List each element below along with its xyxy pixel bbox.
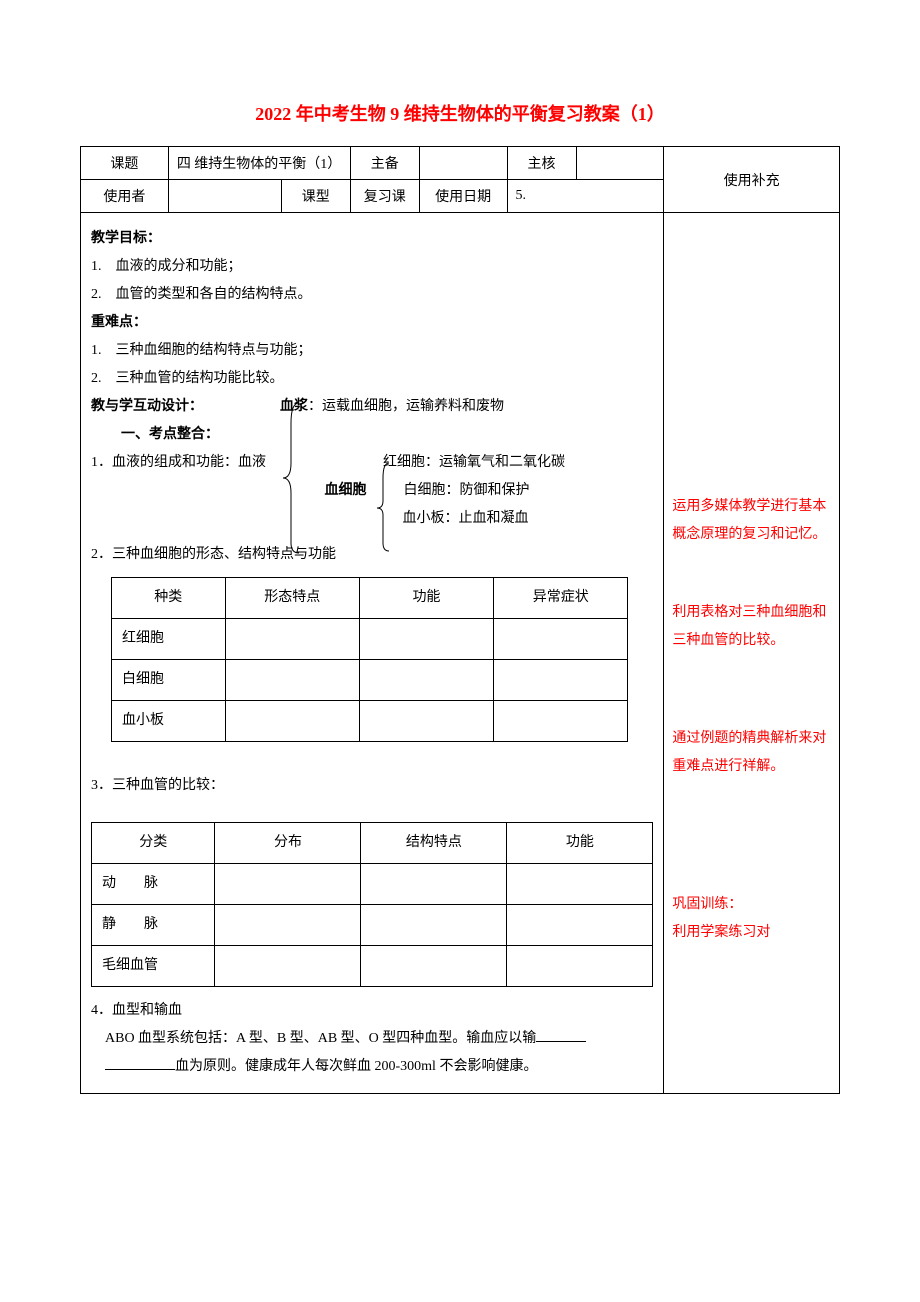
page: 2022 年中考生物 9 维持生物体的平衡复习教案（1） 课题 四 维持生物体的…	[0, 0, 920, 1134]
content-row: 教学目标： 1. 血液的成分和功能； 2. 血管的类型和各自的结构特点。 重难点…	[81, 213, 840, 1094]
header-row-1: 课题 四 维持生物体的平衡（1） 主备 主核 使用补充	[81, 147, 840, 180]
t2-r2: 静 脉	[92, 905, 215, 946]
cell	[361, 905, 507, 946]
blood-vessels-table: 分类 分布 结构特点 功能 动 脉 静 脉 毛细血管	[91, 822, 653, 987]
cell	[215, 946, 361, 987]
design-heading: 教与学互动设计：	[91, 399, 203, 414]
side-note-1: 运用多媒体教学进行基本概念原理的复习和记忆。	[672, 493, 831, 549]
label-date: 使用日期	[419, 180, 507, 213]
t2-r3: 毛细血管	[92, 946, 215, 987]
goals-heading: 教学目标：	[91, 225, 653, 253]
plasma-text: ：运载血细胞，运输养料和废物	[308, 399, 504, 414]
t1-c4: 异常症状	[494, 578, 628, 619]
t1-c3: 功能	[359, 578, 493, 619]
t1-r3: 血小板	[112, 701, 226, 742]
t2-c3: 结构特点	[361, 823, 507, 864]
cell	[225, 619, 359, 660]
value-zhubei	[419, 147, 507, 180]
label-supplement: 使用补充	[664, 147, 840, 213]
side-note-3: 通过例题的精典解析来对重难点进行祥解。	[672, 725, 831, 781]
label-keti: 课题	[81, 147, 169, 180]
cells-label: 血细胞	[325, 483, 367, 498]
blank-underline	[536, 1028, 586, 1042]
diff-1: 1. 三种血细胞的结构特点与功能；	[91, 337, 653, 365]
sec4-text-a: ABO 血型系统包括：A 型、B 型、AB 型、O 型四种血型。输血应以输	[105, 1031, 536, 1046]
section-1-heading: 一、考点整合：	[91, 421, 653, 449]
sec4-text-b: 血为原则。健康成年人每次鲜血 200-300ml 不会影响健康。	[175, 1059, 537, 1074]
cell	[507, 905, 653, 946]
design-heading-line: 教与学互动设计： 血浆：运载血细胞，运输养料和废物	[91, 393, 653, 421]
document-title: 2022 年中考生物 9 维持生物体的平衡复习教案（1）	[80, 100, 840, 126]
label-ketype: 课型	[281, 180, 350, 213]
wbc-text: 白细胞：防御和保护	[404, 483, 530, 498]
cell	[225, 701, 359, 742]
design-section: 教与学互动设计： 血浆：运载血细胞，运输养料和废物 一、考点整合： 1．血液的组…	[91, 393, 653, 533]
label-user: 使用者	[81, 180, 169, 213]
cell	[494, 660, 628, 701]
cell	[215, 905, 361, 946]
supplement-cell: 运用多媒体教学进行基本概念原理的复习和记忆。 利用表格对三种血细胞和三种血管的比…	[664, 213, 840, 1094]
value-ketype: 复习课	[350, 180, 419, 213]
cell	[225, 660, 359, 701]
section-4-heading: 4．血型和输血	[91, 997, 653, 1025]
blood-intro-line: 1．血液的组成和功能：血液 红细胞：运输氧气和二氧化碳	[91, 449, 653, 477]
section-4-line2: 血为原则。健康成年人每次鲜血 200-300ml 不会影响健康。	[91, 1053, 653, 1081]
blank-underline	[105, 1056, 175, 1070]
table1-heading: 2．三种血细胞的形态、结构特点与功能	[91, 541, 653, 569]
diff-2: 2. 三种血管的结构功能比较。	[91, 365, 653, 393]
plt-text: 血小板：止血和凝血	[403, 511, 529, 526]
t2-r1: 动 脉	[92, 864, 215, 905]
t2-c2: 分布	[215, 823, 361, 864]
value-date: 5.	[507, 180, 664, 213]
plasma-label: 血浆	[280, 399, 308, 414]
side-note-4: 巩固训练：	[672, 891, 831, 919]
cell	[494, 619, 628, 660]
label-zhubei: 主备	[350, 147, 419, 180]
table-row: 分类 分布 结构特点 功能	[92, 823, 653, 864]
t1-r1: 红细胞	[112, 619, 226, 660]
cell	[361, 864, 507, 905]
cells-line: 血细胞 白细胞：防御和保护	[91, 477, 653, 505]
table-row: 动 脉	[92, 864, 653, 905]
main-content-cell: 教学目标： 1. 血液的成分和功能； 2. 血管的类型和各自的结构特点。 重难点…	[81, 213, 664, 1094]
value-user	[168, 180, 281, 213]
plt-line: 血小板：止血和凝血	[91, 505, 653, 533]
rbc-text: 红细胞：运输氧气和二氧化碳	[383, 455, 565, 470]
blood-intro: 1．血液的组成和功能：血液	[91, 455, 266, 470]
table2-heading: 3．三种血管的比较：	[91, 772, 653, 800]
side-note-5: 利用学案练习对	[672, 919, 831, 947]
cell	[507, 946, 653, 987]
goal-2: 2. 血管的类型和各自的结构特点。	[91, 281, 653, 309]
cell	[215, 864, 361, 905]
section-4-line1: ABO 血型系统包括：A 型、B 型、AB 型、O 型四种血型。输血应以输	[91, 1025, 653, 1053]
cell	[359, 660, 493, 701]
cell	[359, 701, 493, 742]
cell	[359, 619, 493, 660]
table-row: 血小板	[112, 701, 628, 742]
difficulty-heading: 重难点：	[91, 309, 653, 337]
cell	[507, 864, 653, 905]
t2-c4: 功能	[507, 823, 653, 864]
t2-c1: 分类	[92, 823, 215, 864]
table-row: 毛细血管	[92, 946, 653, 987]
goal-1: 1. 血液的成分和功能；	[91, 253, 653, 281]
lesson-plan-table: 课题 四 维持生物体的平衡（1） 主备 主核 使用补充 使用者 课型 复习课 使…	[80, 146, 840, 1094]
table-row: 静 脉	[92, 905, 653, 946]
t1-r2: 白细胞	[112, 660, 226, 701]
label-zhuhe: 主核	[507, 147, 576, 180]
value-zhuhe	[576, 147, 664, 180]
t1-c2: 形态特点	[225, 578, 359, 619]
value-keti: 四 维持生物体的平衡（1）	[168, 147, 350, 180]
table-row: 种类 形态特点 功能 异常症状	[112, 578, 628, 619]
table-row: 红细胞	[112, 619, 628, 660]
blood-cells-table: 种类 形态特点 功能 异常症状 红细胞 白细胞 血小板	[111, 577, 628, 742]
cell	[361, 946, 507, 987]
side-note-2: 利用表格对三种血细胞和三种血管的比较。	[672, 599, 831, 655]
table-row: 白细胞	[112, 660, 628, 701]
cell	[494, 701, 628, 742]
t1-c1: 种类	[112, 578, 226, 619]
